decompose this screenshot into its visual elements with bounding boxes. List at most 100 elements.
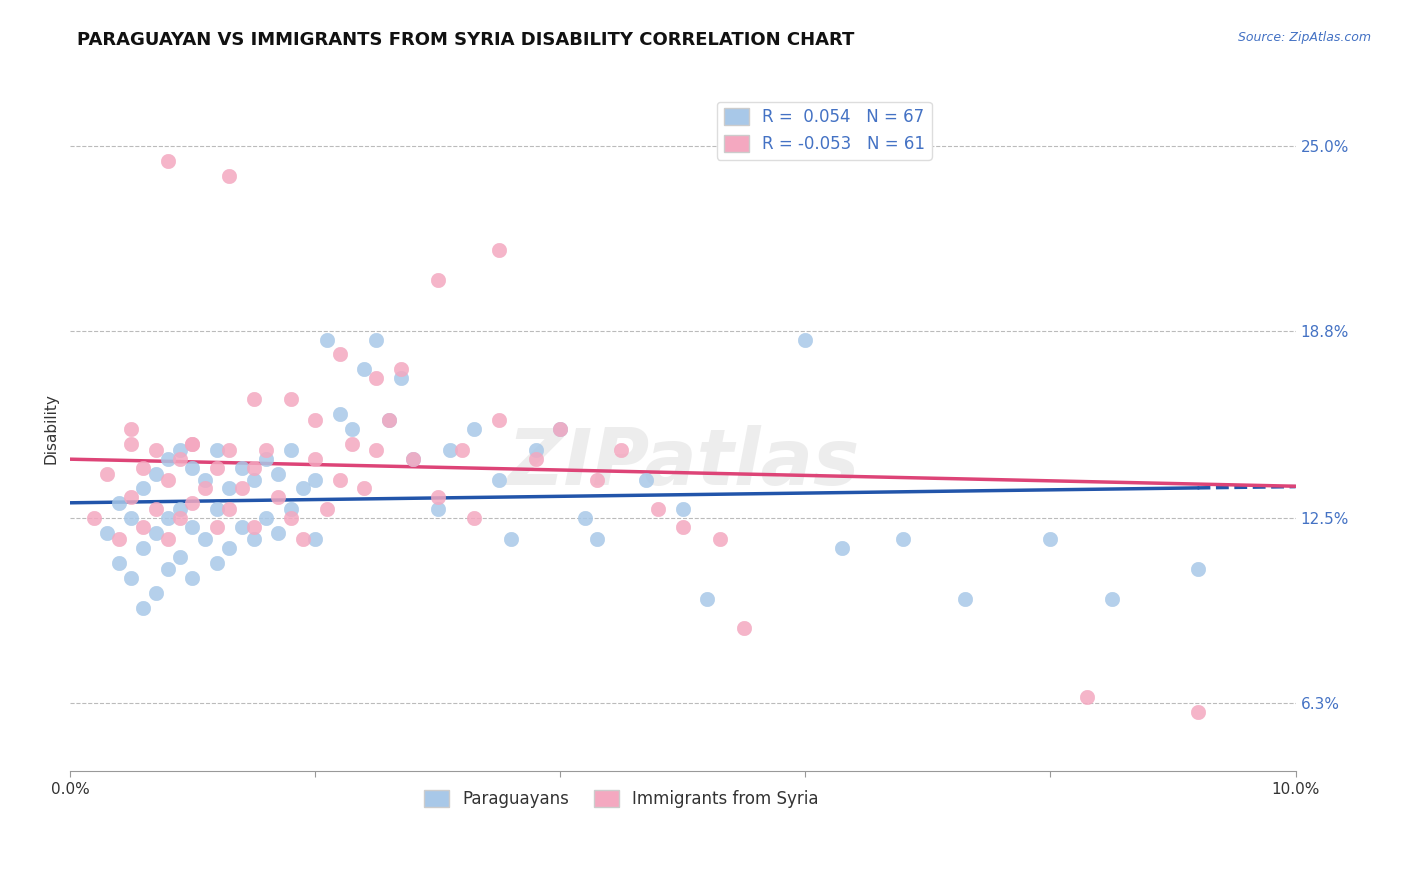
- Point: [353, 482, 375, 496]
- Point: [733, 622, 755, 636]
- Point: [231, 520, 253, 534]
- Point: [672, 520, 695, 534]
- Point: [108, 556, 131, 570]
- Point: [672, 502, 695, 516]
- Point: [501, 532, 523, 546]
- Point: [366, 442, 388, 457]
- Point: [108, 532, 131, 546]
- Point: [231, 482, 253, 496]
- Point: [254, 511, 277, 525]
- Text: Source: ZipAtlas.com: Source: ZipAtlas.com: [1237, 31, 1371, 45]
- Point: [280, 502, 302, 516]
- Point: [316, 502, 339, 516]
- Point: [181, 520, 204, 534]
- Point: [463, 511, 485, 525]
- Point: [108, 496, 131, 510]
- Point: [634, 473, 657, 487]
- Point: [280, 511, 302, 525]
- Point: [304, 451, 326, 466]
- Point: [586, 532, 609, 546]
- Point: [953, 591, 976, 606]
- Point: [366, 371, 388, 385]
- Point: [156, 562, 179, 576]
- Point: [205, 520, 228, 534]
- Point: [329, 407, 352, 421]
- Point: [254, 442, 277, 457]
- Point: [254, 451, 277, 466]
- Point: [696, 591, 718, 606]
- Point: [145, 467, 167, 481]
- Point: [132, 520, 155, 534]
- Point: [169, 442, 191, 457]
- Point: [83, 511, 105, 525]
- Point: [145, 585, 167, 599]
- Point: [120, 571, 142, 585]
- Point: [426, 273, 449, 287]
- Point: [169, 511, 191, 525]
- Point: [205, 556, 228, 570]
- Point: [439, 442, 461, 457]
- Point: [181, 496, 204, 510]
- Point: [145, 502, 167, 516]
- Point: [451, 442, 474, 457]
- Point: [218, 502, 240, 516]
- Point: [280, 392, 302, 406]
- Point: [218, 541, 240, 555]
- Point: [426, 491, 449, 505]
- Point: [242, 392, 264, 406]
- Point: [120, 436, 142, 450]
- Point: [389, 371, 412, 385]
- Point: [242, 520, 264, 534]
- Point: [218, 442, 240, 457]
- Point: [156, 153, 179, 168]
- Point: [524, 451, 547, 466]
- Point: [329, 473, 352, 487]
- Point: [340, 436, 363, 450]
- Point: [205, 460, 228, 475]
- Point: [132, 460, 155, 475]
- Point: [366, 333, 388, 347]
- Point: [402, 451, 425, 466]
- Text: PARAGUAYAN VS IMMIGRANTS FROM SYRIA DISABILITY CORRELATION CHART: PARAGUAYAN VS IMMIGRANTS FROM SYRIA DISA…: [77, 31, 855, 49]
- Point: [402, 451, 425, 466]
- Point: [194, 473, 217, 487]
- Point: [377, 413, 399, 427]
- Point: [242, 532, 264, 546]
- Point: [291, 532, 314, 546]
- Point: [426, 502, 449, 516]
- Point: [267, 526, 290, 541]
- Point: [610, 442, 633, 457]
- Point: [242, 460, 264, 475]
- Point: [169, 451, 191, 466]
- Point: [1101, 591, 1123, 606]
- Point: [96, 526, 118, 541]
- Point: [181, 460, 204, 475]
- Point: [145, 526, 167, 541]
- Point: [205, 502, 228, 516]
- Point: [340, 422, 363, 436]
- Point: [156, 511, 179, 525]
- Point: [120, 491, 142, 505]
- Point: [548, 422, 571, 436]
- Point: [1187, 705, 1209, 719]
- Point: [132, 541, 155, 555]
- Point: [169, 502, 191, 516]
- Point: [316, 333, 339, 347]
- Point: [304, 532, 326, 546]
- Point: [586, 473, 609, 487]
- Point: [156, 451, 179, 466]
- Point: [647, 502, 669, 516]
- Point: [893, 532, 915, 546]
- Point: [194, 482, 217, 496]
- Y-axis label: Disability: Disability: [44, 393, 58, 465]
- Point: [132, 482, 155, 496]
- Legend: Paraguayans, Immigrants from Syria: Paraguayans, Immigrants from Syria: [418, 783, 825, 814]
- Point: [548, 422, 571, 436]
- Point: [267, 467, 290, 481]
- Point: [463, 422, 485, 436]
- Point: [132, 600, 155, 615]
- Text: ZIPatlas: ZIPatlas: [506, 425, 859, 501]
- Point: [488, 243, 510, 257]
- Point: [831, 541, 853, 555]
- Point: [377, 413, 399, 427]
